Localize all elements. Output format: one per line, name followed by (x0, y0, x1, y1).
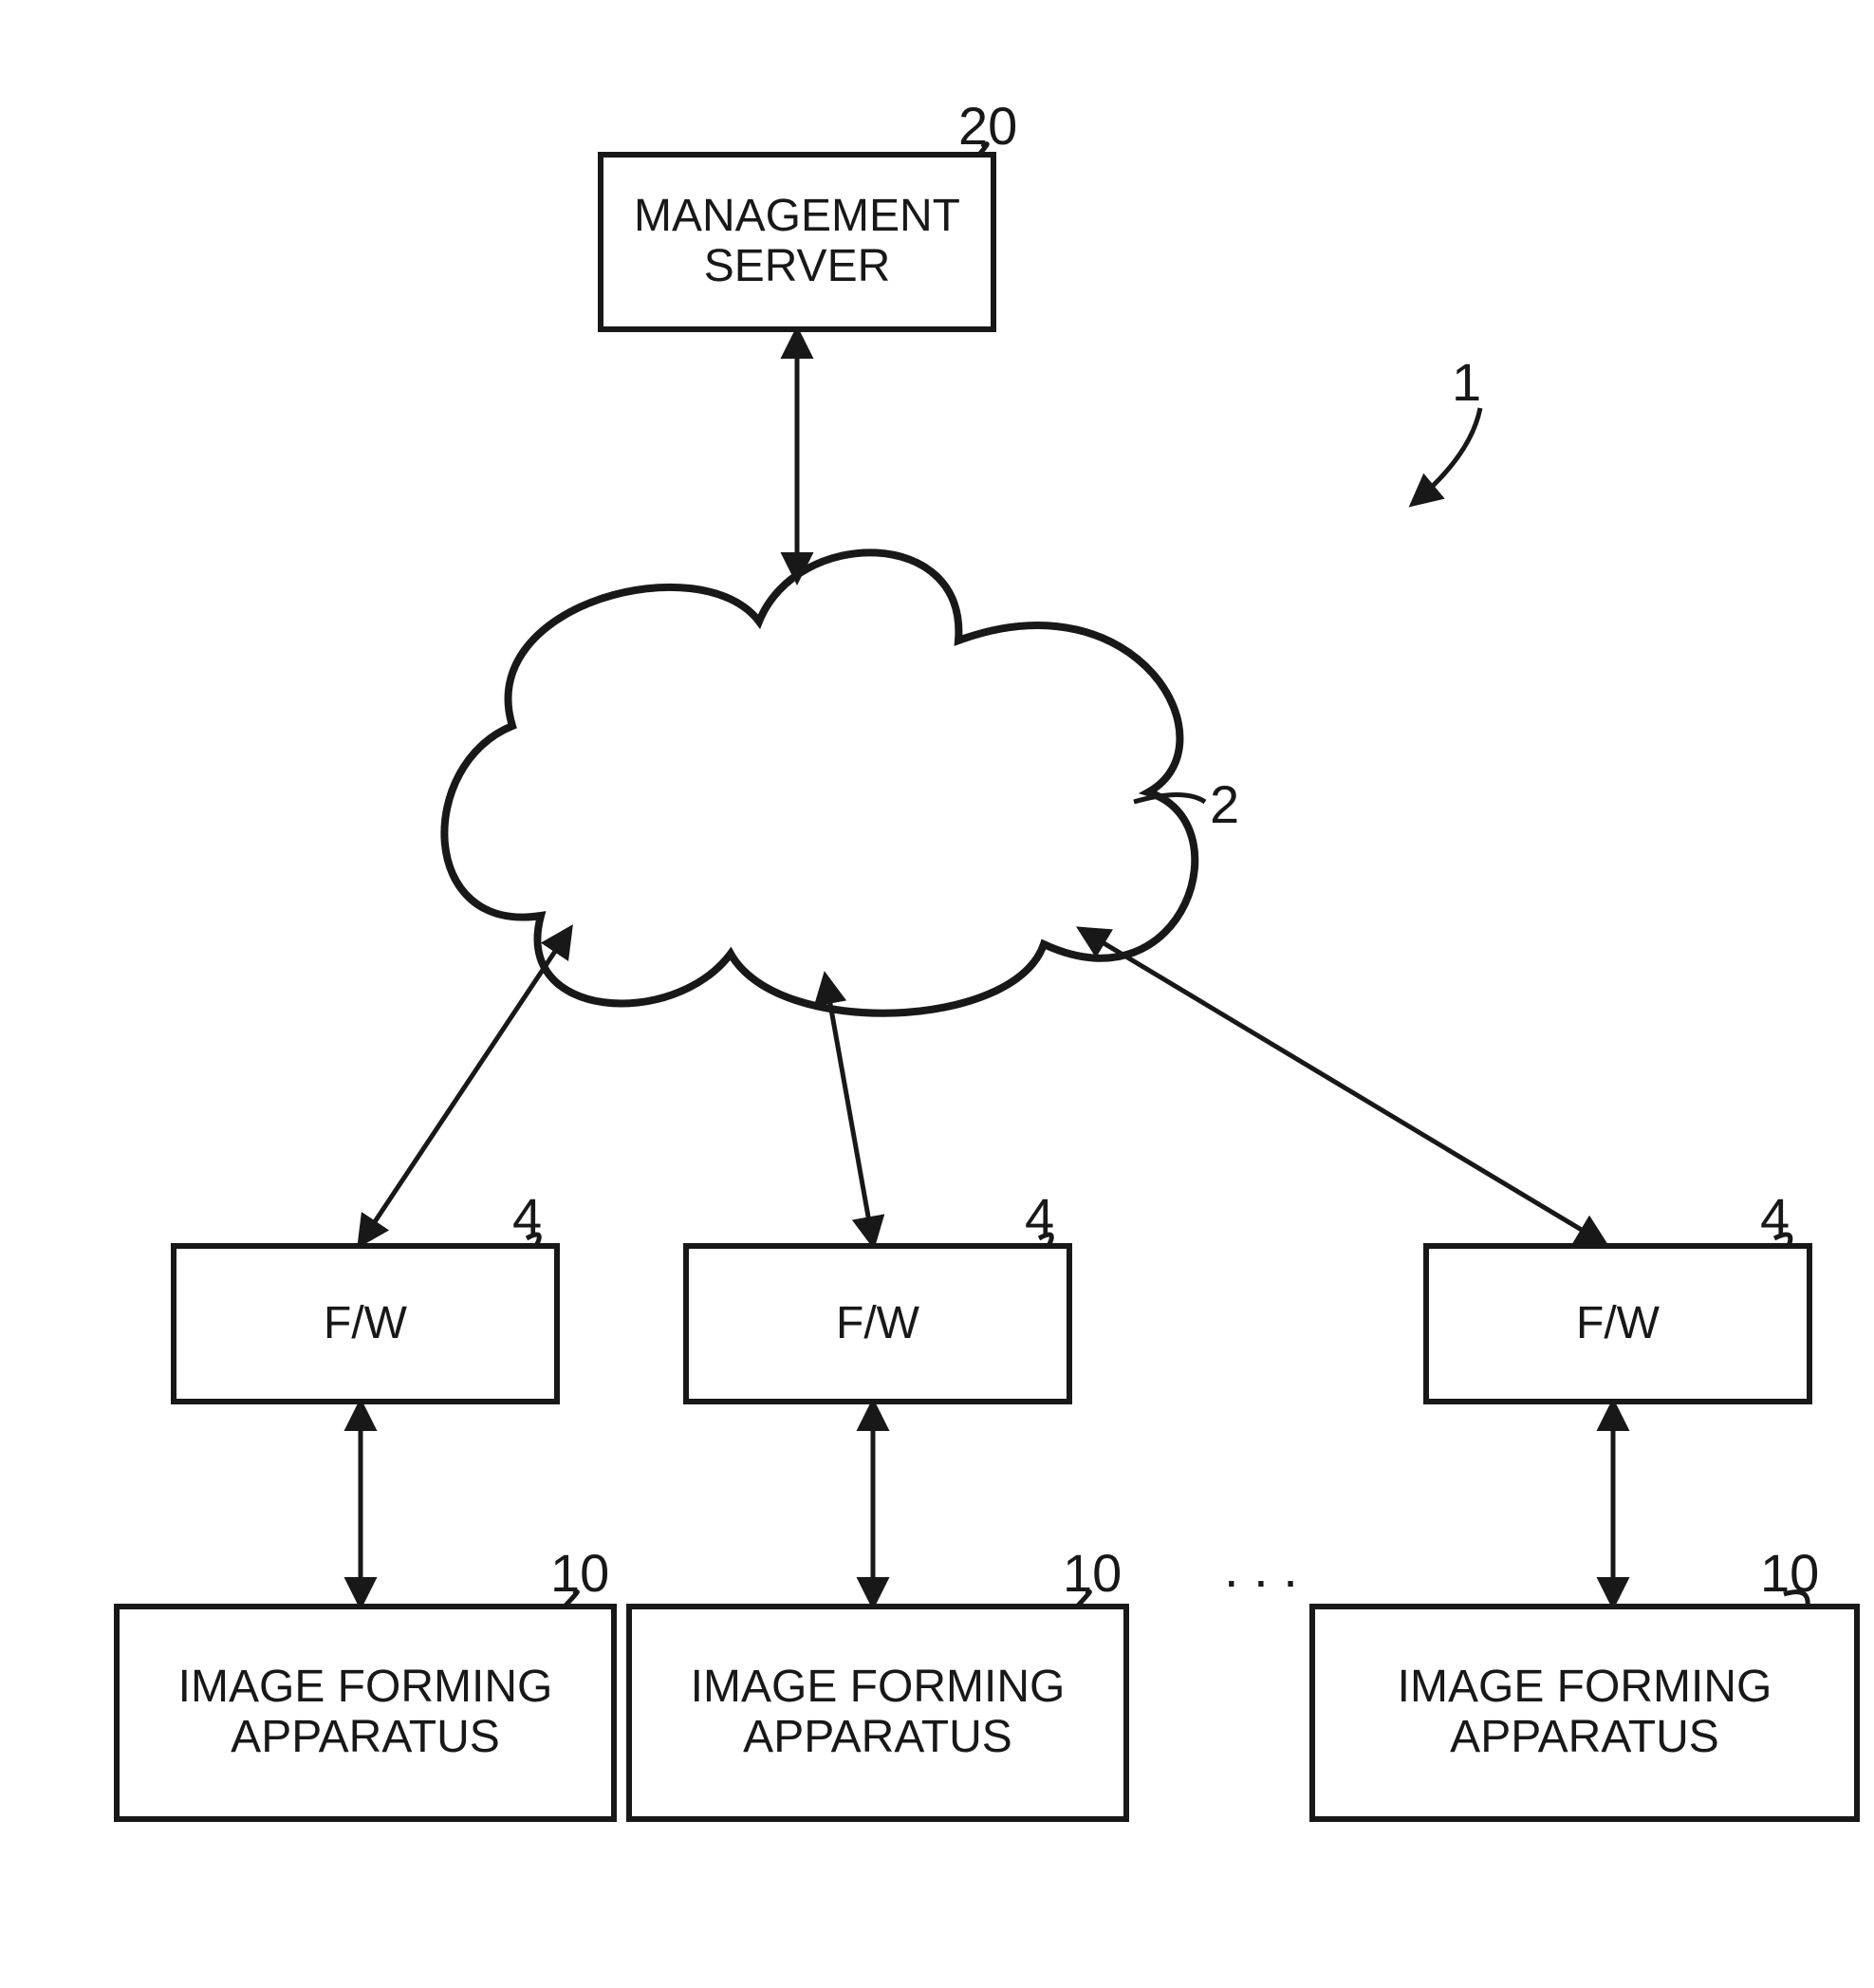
firewall-box-2: F/W (683, 1243, 1072, 1404)
diagram-canvas: MANAGEMENT SERVER 20 F/W 4 F/W 4 F/W 4 I… (0, 0, 1874, 1988)
image-forming-apparatus-label: IMAGE FORMING APPARATUS (178, 1663, 553, 1763)
firewall-box-3: F/W (1423, 1243, 1812, 1404)
ref-label-20: 20 (958, 95, 1017, 157)
ref-label-1: 1 (1452, 351, 1481, 413)
firewall-label: F/W (324, 1299, 407, 1349)
ellipsis-label: . . . (1224, 1537, 1298, 1599)
image-forming-apparatus-box-2: IMAGE FORMING APPARATUS (626, 1604, 1129, 1822)
ref-label-4: 4 (1025, 1186, 1054, 1248)
image-forming-apparatus-label: IMAGE FORMING APPARATUS (1398, 1663, 1772, 1763)
ref-label-10: 10 (1063, 1542, 1122, 1604)
ref-label-2: 2 (1210, 773, 1239, 835)
firewall-label: F/W (836, 1299, 919, 1349)
ref-label-10: 10 (1760, 1542, 1819, 1604)
image-forming-apparatus-box-1: IMAGE FORMING APPARATUS (114, 1604, 617, 1822)
image-forming-apparatus-label: IMAGE FORMING APPARATUS (691, 1663, 1066, 1763)
ref-label-10: 10 (550, 1542, 609, 1604)
management-server-label: MANAGEMENT SERVER (634, 192, 960, 292)
management-server-box: MANAGEMENT SERVER (598, 152, 996, 332)
image-forming-apparatus-box-3: IMAGE FORMING APPARATUS (1309, 1604, 1860, 1822)
ref-label-4: 4 (1760, 1186, 1790, 1248)
firewall-box-1: F/W (171, 1243, 560, 1404)
firewall-label: F/W (1576, 1299, 1660, 1349)
ref-label-4: 4 (512, 1186, 542, 1248)
